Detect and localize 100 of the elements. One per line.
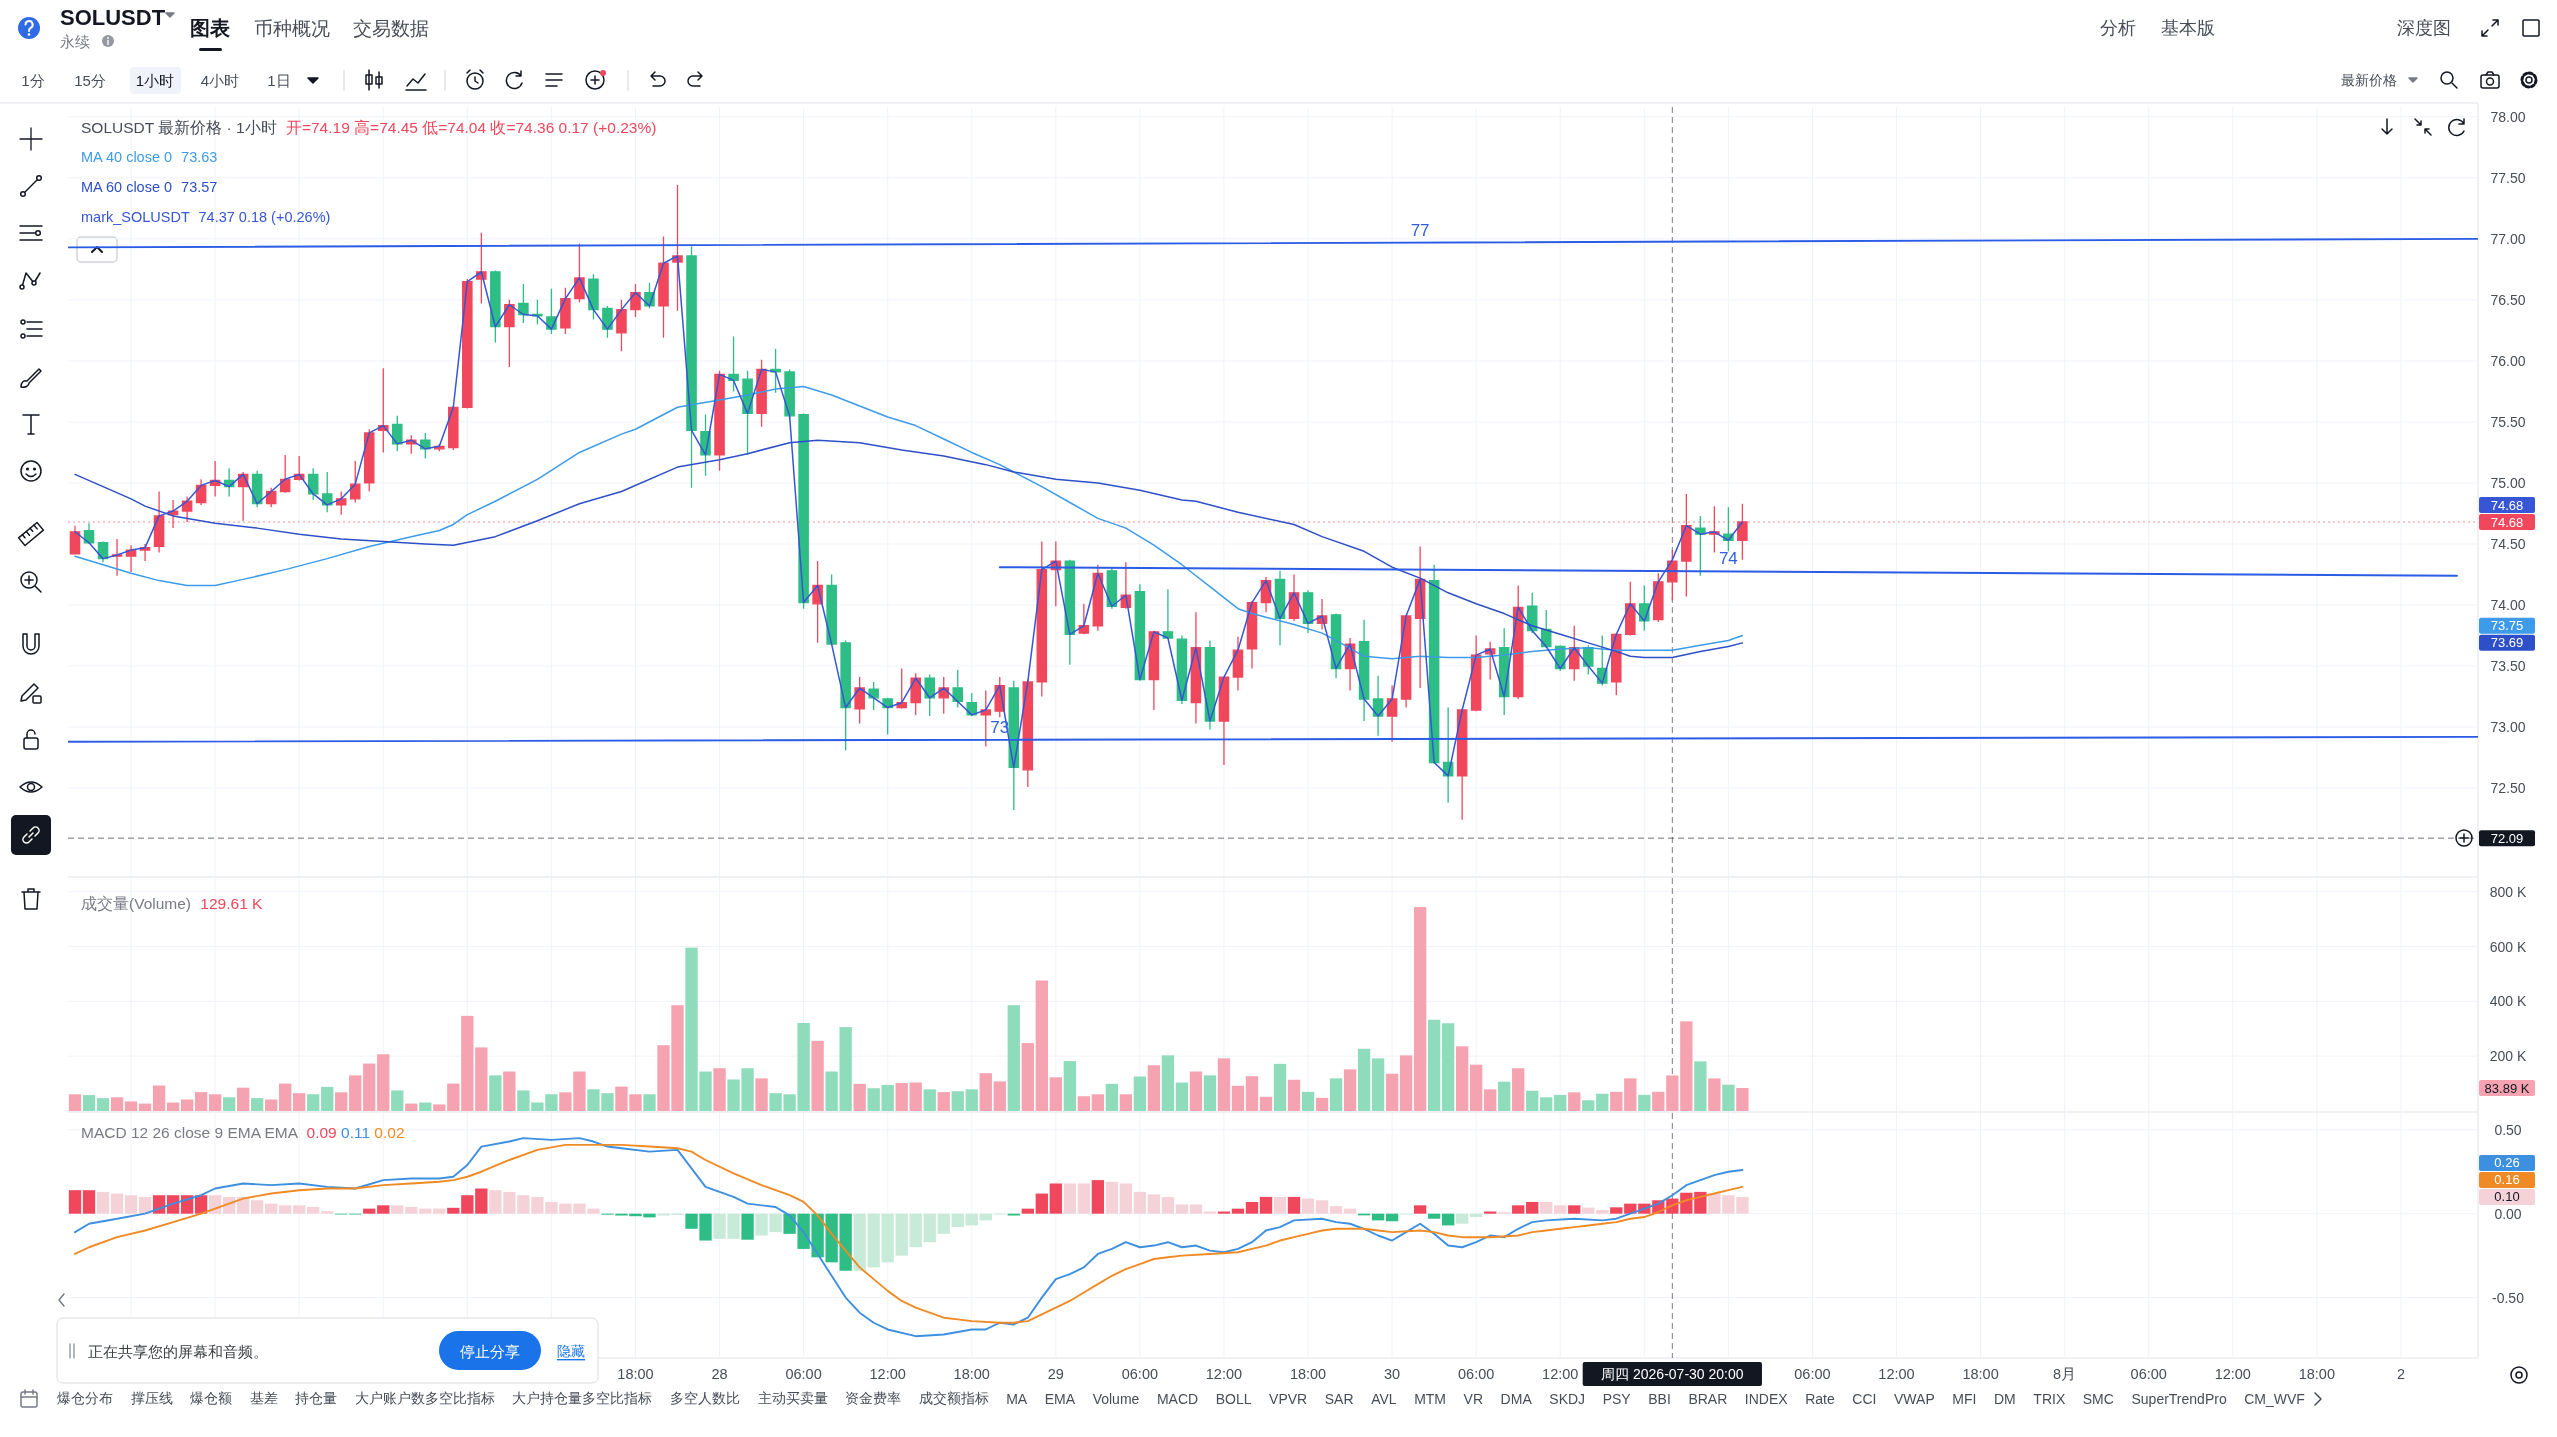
- text: SMC: [2082, 1391, 2114, 1407]
- text: 73.69: [2490, 635, 2524, 651]
- text: MFI: [1952, 1391, 1977, 1407]
- x-tick-label: 12:00: [1205, 1366, 1243, 1382]
- text: 分析: [2100, 18, 2136, 38]
- text: CM_WVF: [2244, 1391, 2305, 1407]
- text: TRIX: [2033, 1391, 2066, 1407]
- text: 74.68: [2490, 514, 2524, 530]
- text: SuperTrendPro: [2131, 1391, 2227, 1407]
- text: CCI: [1852, 1391, 1877, 1407]
- text: 爆仓额: [190, 1390, 233, 1408]
- text: MACD 12 26 close 9 EMA EMA 0.09 0.11 0.02: [81, 1123, 405, 1141]
- text: MTM: [1414, 1391, 1447, 1407]
- y-tick-label: 800 K: [2489, 883, 2527, 900]
- text: 最新价格: [2341, 72, 2397, 88]
- x-tick-label: 29: [1047, 1366, 1064, 1382]
- text: SOLUSDT 最新价格 · 1小时 开=74.19 高=74.45 低=74.04 收=74.36 0.17 (+0.23%): [81, 118, 657, 136]
- text: EMA: [1044, 1391, 1076, 1407]
- y-tick-label: 78.00: [2490, 108, 2526, 125]
- x-tick-label: 2: [2396, 1366, 2405, 1382]
- x-tick-label: 18:00: [2298, 1366, 2336, 1382]
- x-tick-label: 12:00: [1542, 1366, 1579, 1382]
- text: 83.89 K: [2484, 1080, 2530, 1096]
- text: SKDJ: [1549, 1391, 1586, 1407]
- text: 基差: [249, 1390, 278, 1408]
- ref-line-label: 周四 2026-07-30 20:00: [1601, 1366, 1744, 1382]
- annotation: 停止分享: [460, 1342, 520, 1360]
- text: 基本版: [2161, 18, 2215, 38]
- text: 图表: [190, 17, 230, 39]
- text: 15分: [74, 71, 106, 89]
- text: INDEX: [1744, 1391, 1788, 1407]
- text: 大户持仓量多空比指标: [512, 1390, 653, 1408]
- text: DM: [1993, 1391, 2016, 1407]
- x-tick-label: 06:00: [1458, 1366, 1495, 1382]
- text: SAR: [1324, 1391, 1354, 1407]
- x-tick-label: 12:00: [2214, 1366, 2251, 1382]
- text: mark_SOLUSDT 74.37 0.18 (+0.26%): [81, 209, 331, 225]
- text: VPVR: [1269, 1391, 1308, 1407]
- x-tick-label: 18:00: [1289, 1366, 1327, 1382]
- y-tick-label: 77.00: [2490, 230, 2526, 247]
- y-tick-label: 73.50: [2490, 658, 2526, 675]
- y-tick-label: 75.50: [2490, 413, 2526, 430]
- text: 永续: [60, 32, 90, 50]
- x-tick-label: 30: [1384, 1366, 1401, 1382]
- x-tick-label: 06:00: [1794, 1366, 1831, 1382]
- y-tick-label: 72.50: [2490, 780, 2526, 797]
- text: 1小时: [135, 71, 175, 89]
- x-tick-label: 18:00: [617, 1366, 654, 1382]
- text: PSY: [1602, 1391, 1631, 1407]
- text: 成交量(Volume) 129.61 K: [81, 894, 264, 912]
- text: 73.75: [2490, 618, 2524, 634]
- x-tick-label: 18:00: [953, 1366, 990, 1382]
- x-tick-label: 06:00: [785, 1366, 822, 1382]
- text: 1分: [21, 71, 45, 89]
- text: DMA: [1500, 1391, 1532, 1407]
- x-tick-label: 28: [711, 1366, 728, 1382]
- text: 交易数据: [353, 17, 429, 39]
- x-tick-label: 18:00: [1962, 1366, 1999, 1382]
- text: 大户账户数多空比指标: [354, 1390, 495, 1408]
- text: 深度图: [2397, 18, 2451, 38]
- y-tick-label: 0.00: [2494, 1205, 2522, 1222]
- y-tick-label: 74.00: [2490, 597, 2526, 614]
- y-tick-label: -0.50: [2492, 1289, 2525, 1306]
- text: MA: [1006, 1391, 1028, 1407]
- y-tick-label: 75.00: [2490, 474, 2526, 491]
- text: 0.10: [2494, 1189, 2520, 1205]
- text: 币种概况: [254, 17, 330, 39]
- text: 主动买卖量: [757, 1390, 828, 1408]
- y-tick-label: 76.50: [2490, 291, 2526, 308]
- text: 爆仓分布: [57, 1390, 113, 1408]
- text: VR: [1463, 1391, 1484, 1407]
- annotation: 正在共享您的屏幕和音频。: [88, 1342, 268, 1360]
- text: Volume: [1092, 1391, 1140, 1407]
- text: BRAR: [1688, 1391, 1728, 1407]
- x-tick-label: 12:00: [1878, 1366, 1915, 1382]
- text: MACD: [1156, 1391, 1199, 1407]
- y-tick-label: 0.50: [2494, 1121, 2522, 1138]
- text: BBI: [1648, 1391, 1671, 1407]
- text: 0.16: [2494, 1172, 2520, 1188]
- text: 74.68: [2490, 497, 2524, 513]
- text: AVL: [1371, 1391, 1397, 1407]
- text: VWAP: [1894, 1391, 1935, 1407]
- x-tick-label: 12:00: [869, 1366, 906, 1382]
- text: 持仓量: [295, 1390, 338, 1408]
- text: 多空人数比: [669, 1390, 740, 1408]
- annotation: 74: [1718, 549, 1738, 569]
- text: 资金费率: [845, 1390, 902, 1408]
- y-tick-label: 600 K: [2489, 938, 2527, 955]
- y-tick-label: 76.00: [2490, 352, 2526, 369]
- text: 0.26: [2494, 1155, 2520, 1171]
- y-tick-label: 73.00: [2490, 719, 2526, 736]
- text: SOLUSDT: [60, 4, 166, 30]
- text: 4小时: [200, 71, 240, 89]
- y-tick-label: 77.50: [2490, 169, 2526, 186]
- annotation: 77: [1410, 220, 1430, 240]
- x-tick-label: 06:00: [1121, 1366, 1159, 1382]
- text: 成交额指标: [918, 1390, 989, 1408]
- y-tick-label: 74.50: [2490, 535, 2526, 552]
- annotation: 隐藏: [557, 1343, 585, 1359]
- text: Rate: [1805, 1391, 1835, 1407]
